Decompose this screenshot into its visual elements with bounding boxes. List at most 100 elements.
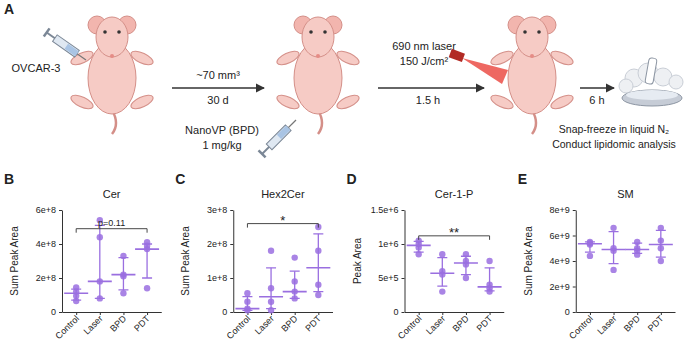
laser-source	[449, 49, 465, 62]
laser-label: 690 nm laser	[392, 40, 456, 52]
iqr-cap-low	[585, 251, 595, 252]
data-point	[486, 258, 492, 264]
x-tick: Control	[225, 312, 253, 341]
syringe-plunger	[47, 32, 55, 38]
y-tick-mark	[402, 244, 405, 245]
y-tick-mark	[59, 312, 62, 313]
y-tick-label: 2e+9	[549, 282, 569, 292]
median-line	[454, 262, 478, 264]
data-point	[463, 275, 469, 281]
median-line	[259, 296, 283, 298]
x-tick-label: Control	[225, 314, 253, 342]
iqr-cap-low	[71, 299, 81, 300]
growth-time-label: 30 d	[207, 94, 228, 106]
data-point	[244, 290, 250, 296]
mouse-head	[96, 17, 128, 57]
mouse-eye	[537, 30, 541, 34]
panel-letter: E	[518, 171, 527, 187]
iqr-bar	[465, 256, 466, 274]
y-tick-label: 4e+9	[549, 256, 569, 266]
iqr-bar	[76, 289, 77, 300]
median-line	[135, 248, 159, 250]
x-tick-mark	[466, 312, 467, 315]
iqr-cap-high	[71, 288, 81, 289]
y-tick-label: 0	[222, 307, 227, 317]
cell-line-label: OVCAR-3	[12, 62, 61, 74]
plot-marks	[235, 224, 330, 314]
x-tick: BPD	[622, 312, 643, 334]
iqr-cap-low	[485, 290, 495, 291]
median-line	[578, 243, 602, 245]
x-tick: BPD	[279, 312, 300, 334]
y-tick: 2e+8	[207, 239, 233, 249]
iqr-cap-high	[118, 257, 128, 258]
median-line	[602, 249, 626, 251]
x-tick-mark	[614, 312, 615, 315]
panel-letter: C	[175, 171, 185, 187]
iqr-cap-low	[632, 253, 642, 254]
vapor	[619, 79, 633, 93]
y-axis-title: Peak Area	[352, 237, 363, 284]
y-tick-mark	[230, 210, 233, 211]
x-tick-label: PDT	[132, 313, 152, 333]
x-tick-label: PDT	[646, 313, 666, 333]
y-axis: 05e+51e+61.5e+6	[371, 205, 405, 317]
data-point	[144, 285, 150, 291]
x-tick: Laser	[424, 312, 447, 337]
y-tick-label: 1e+8	[207, 273, 227, 283]
laser-beam	[462, 58, 508, 84]
iqr-bar	[123, 258, 124, 290]
iqr-cap-high	[632, 242, 642, 243]
fluence-label: 150 J/cm²	[400, 55, 449, 67]
chart-panel: ESMSum Peak Area02e+94e+96e+98e+9Control…	[518, 171, 676, 341]
x-tick-label: BPD	[279, 313, 300, 334]
data-point	[291, 254, 297, 260]
x-tick-mark	[76, 312, 77, 315]
median-line	[478, 286, 502, 288]
sample-tube	[645, 58, 657, 85]
median-line	[625, 249, 649, 251]
median-line	[649, 244, 673, 246]
iqr-cap-high	[609, 231, 619, 232]
y-tick-mark	[573, 312, 576, 313]
mouse-nose	[530, 54, 534, 58]
syringe	[259, 116, 300, 157]
data-point	[120, 290, 126, 296]
y-tick-label: 1e+6	[378, 239, 398, 249]
y-tick-mark	[59, 210, 62, 211]
iqr-cap-high	[414, 241, 424, 242]
harvest-time-label: 6 h	[589, 94, 604, 106]
data-point	[610, 267, 616, 273]
x-tick-label: BPD	[451, 313, 472, 334]
arrow	[172, 87, 264, 88]
mouse-eye	[309, 30, 313, 34]
tumor-volume-label: ~70 mm³	[196, 69, 240, 81]
x-tick-label: Laser	[82, 314, 105, 337]
median-line	[283, 291, 307, 293]
iqr-cap-high	[461, 256, 471, 257]
iqr-cap-high	[437, 257, 447, 258]
iqr-bar	[418, 241, 419, 252]
x-tick: BPD	[108, 312, 129, 334]
x-axis: ControlLaserBPDPDT	[396, 312, 504, 341]
y-tick-mark	[402, 278, 405, 279]
y-tick: 1.5e+6	[371, 205, 405, 215]
median-line	[306, 267, 330, 269]
x-tick: PDT	[303, 312, 323, 333]
iqr-bar	[270, 268, 271, 309]
iqr-cap-low	[437, 286, 447, 287]
x-tick-label: Laser	[595, 314, 618, 337]
median-line	[88, 281, 112, 283]
y-tick-mark	[230, 278, 233, 279]
chart-panel: CHex2CerSum Peak Area01e+82e+83e+8Contro…	[175, 171, 333, 341]
iqr-cap-high	[290, 271, 300, 272]
chart-title: Cer	[103, 188, 121, 200]
x-tick-label: PDT	[303, 313, 323, 333]
y-tick: 0	[222, 307, 233, 317]
y-axis-line	[576, 211, 577, 313]
y-tick: 5e+5	[378, 273, 404, 283]
mouse	[69, 16, 155, 134]
y-tick-mark	[59, 278, 62, 279]
mouse-head	[302, 17, 334, 57]
median-line	[235, 308, 259, 310]
